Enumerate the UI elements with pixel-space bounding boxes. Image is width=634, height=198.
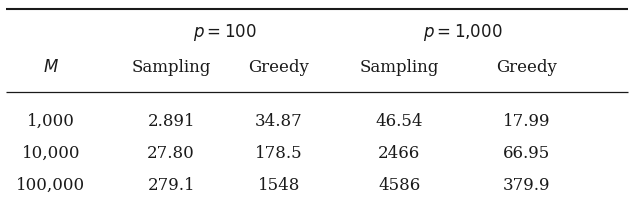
Text: 279.1: 279.1 [147,177,195,194]
Text: 66.95: 66.95 [503,145,550,162]
Text: 100,000: 100,000 [16,177,86,194]
Text: 2.891: 2.891 [147,113,195,130]
Text: 1548: 1548 [258,177,300,194]
Text: $p = 100$: $p = 100$ [193,22,257,43]
Text: 4586: 4586 [378,177,420,194]
Text: Greedy: Greedy [249,59,309,76]
Text: 34.87: 34.87 [255,113,303,130]
Text: 1,000: 1,000 [27,113,75,130]
Text: 27.80: 27.80 [147,145,195,162]
Text: 46.54: 46.54 [376,113,423,130]
Text: $M$: $M$ [42,59,59,76]
Text: 2466: 2466 [378,145,420,162]
Text: 379.9: 379.9 [503,177,550,194]
Text: Sampling: Sampling [131,59,211,76]
Text: 10,000: 10,000 [22,145,80,162]
Text: Greedy: Greedy [496,59,557,76]
Text: 17.99: 17.99 [503,113,550,130]
Text: 178.5: 178.5 [255,145,303,162]
Text: Sampling: Sampling [359,59,439,76]
Text: $p = 1{,}000$: $p = 1{,}000$ [423,22,503,43]
